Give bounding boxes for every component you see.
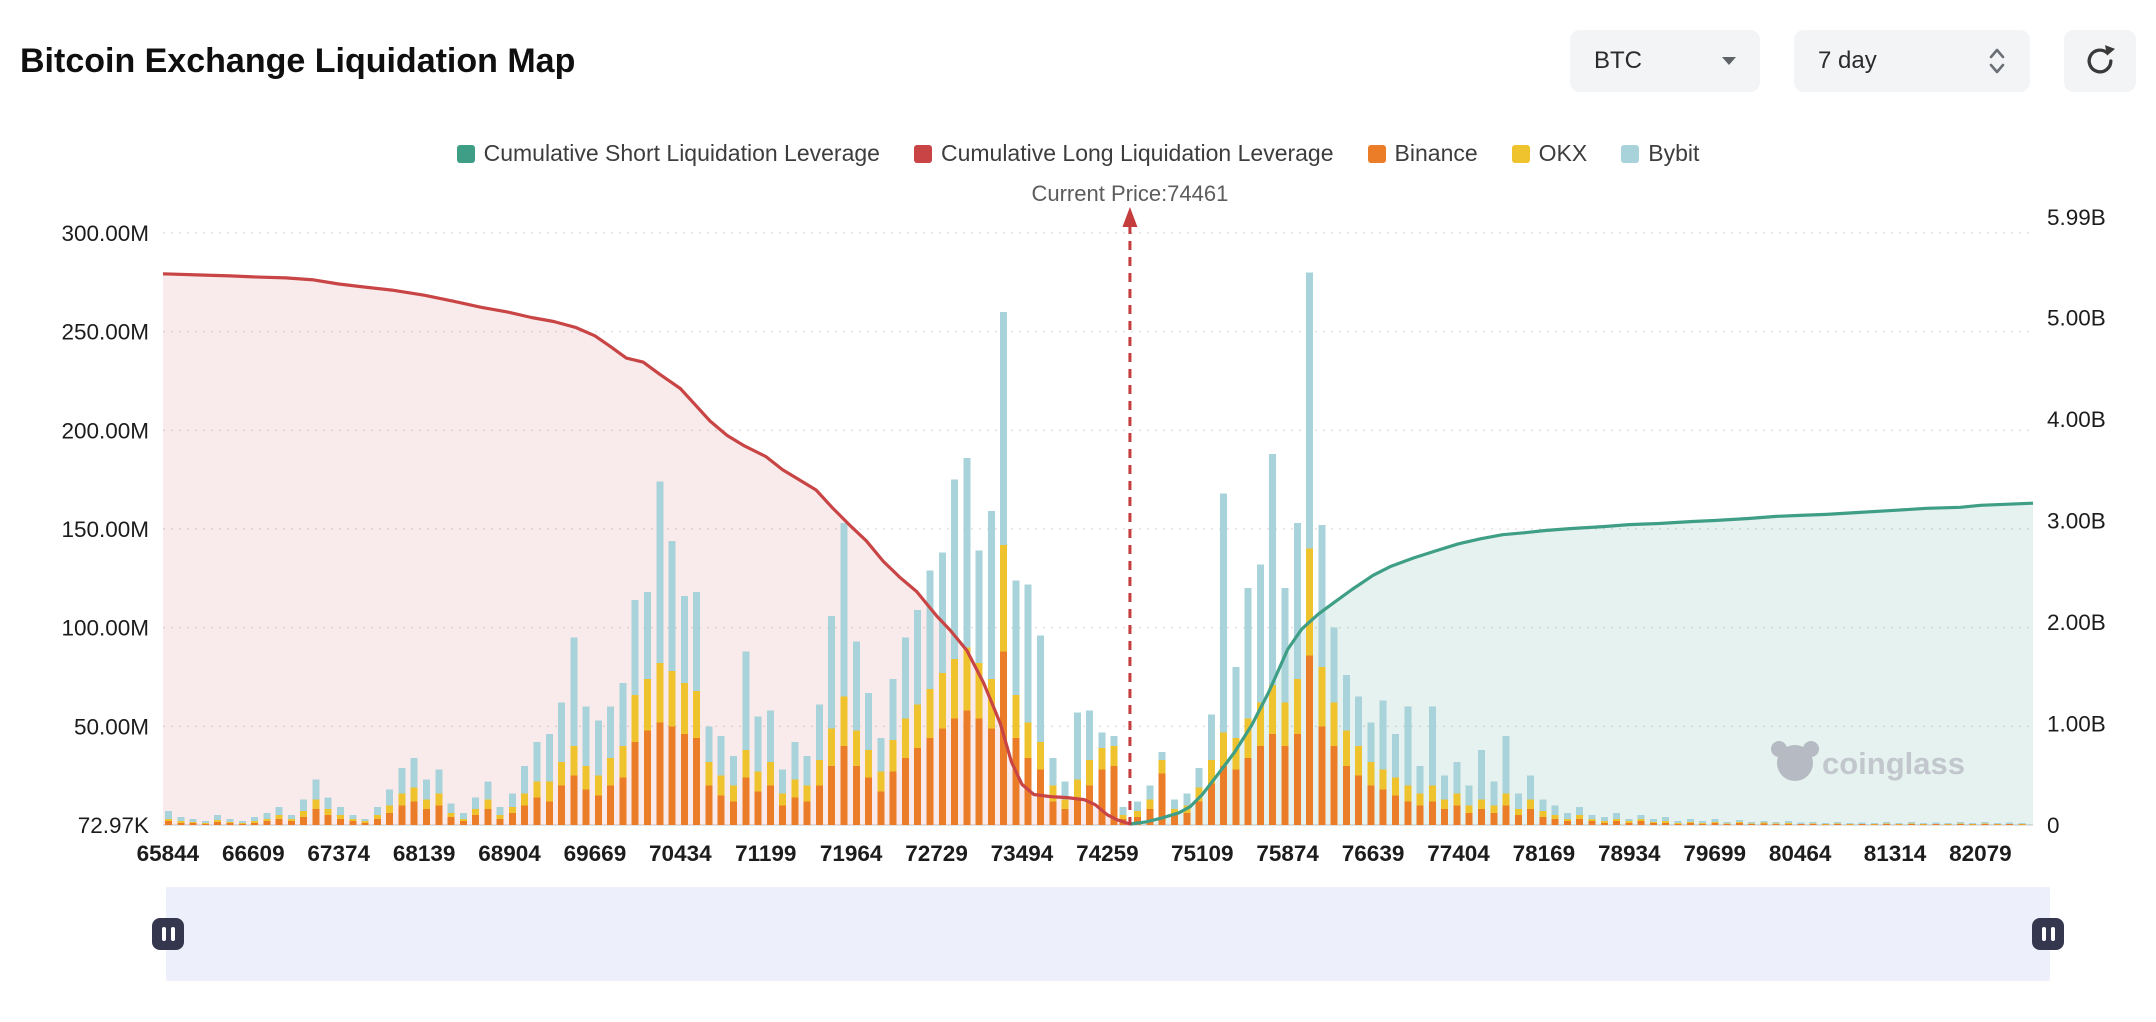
legend-swatch: [1367, 144, 1386, 163]
x-axis-tick: 76639: [1342, 841, 1405, 866]
legend-swatch: [456, 144, 475, 163]
x-axis-tick: 66609: [222, 841, 285, 866]
legend-swatch: [1511, 144, 1530, 163]
page-header: Bitcoin Exchange Liquidation Map BTC 7 d…: [0, 0, 2156, 92]
legend-label: Cumulative Short Liquidation Leverage: [483, 140, 880, 166]
handle-grip-icon: [2050, 927, 2055, 941]
timeframe-select[interactable]: 7 day: [1794, 30, 2030, 92]
left-axis-tick: 150.00M: [61, 517, 149, 542]
chart-legend: Cumulative Short Liquidation Leverage Cum…: [0, 140, 2156, 167]
cumulative-areas: [163, 273, 2033, 825]
x-axis-tick: 80464: [1769, 841, 1832, 866]
legend-item-binance[interactable]: Binance: [1367, 140, 1478, 167]
right-axis-tick: 4.00B: [2047, 407, 2106, 432]
x-axis-tick: 71964: [820, 841, 883, 866]
chart-area: Current Price:74461 72.97K 50.00M 100.00M 15…: [0, 183, 2156, 879]
x-axis-tick: 65844: [137, 841, 200, 866]
x-axis-tick: 78934: [1598, 841, 1661, 866]
legend-label: OKX: [1538, 140, 1588, 166]
left-axis-tick: 250.00M: [61, 320, 149, 345]
legend-item-bybit[interactable]: Bybit: [1621, 140, 1699, 167]
cumulative-lines: [162, 272, 2034, 826]
x-axis-tick: 68904: [478, 841, 541, 866]
x-axis-tick: 72729: [905, 841, 968, 866]
long-liquidation-area: [163, 273, 1130, 825]
x-axis-tick: 71199: [735, 841, 796, 866]
x-axis-tick: 68139: [393, 841, 456, 866]
chart-controls: BTC 7 day: [1570, 30, 2136, 92]
handle-grip-icon: [161, 927, 166, 941]
long-liquidation-line: [162, 272, 1131, 826]
spinner-chevrons-icon: [1989, 48, 2005, 74]
short-liquidation-line: [1129, 501, 2034, 826]
right-axis-tick: 5.00B: [2047, 305, 2106, 330]
right-axis-tick: 1.00B: [2047, 711, 2106, 736]
x-axis-tick: 73494: [991, 841, 1054, 866]
x-axis-tick: 75874: [1256, 841, 1319, 866]
right-axis-tick: 2.00B: [2047, 610, 2106, 635]
current-price-arrow-icon: [1122, 207, 1138, 227]
chevron-down-icon: [1722, 57, 1736, 65]
legend-swatch: [1621, 144, 1640, 163]
legend-label: Binance: [1394, 140, 1478, 166]
x-axis-tick: 81314: [1864, 841, 1927, 866]
symbol-select-value: BTC: [1594, 47, 1642, 74]
legend-item-cumulative-short-liquidation-leverage[interactable]: Cumulative Short Liquidation Leverage: [456, 140, 880, 167]
current-price-marker: Current Price:74461: [1031, 183, 1228, 825]
x-axis-tick: 74259: [1076, 841, 1139, 866]
left-axis-tick: 50.00M: [74, 714, 149, 739]
x-axis-tick: 67374: [307, 841, 370, 866]
current-price-label: Current Price:74461: [1031, 183, 1228, 206]
legend-label: Cumulative Long Liquidation Leverage: [940, 140, 1334, 166]
coinglass-bear-icon: [1777, 745, 1813, 781]
symbol-select[interactable]: BTC: [1570, 30, 1760, 92]
handle-grip-icon: [170, 927, 175, 941]
slider-left-handle[interactable]: [152, 918, 184, 950]
x-axis-tick: 79699: [1683, 841, 1746, 866]
axis-labels: 72.97K 50.00M 100.00M 150.00M 200.00M 250.00M…: [61, 205, 2105, 866]
legend-item-cumulative-long-liquidation-leverage[interactable]: Cumulative Long Liquidation Leverage: [913, 140, 1334, 167]
left-axis-tick: 200.00M: [61, 418, 149, 443]
page-title: Bitcoin Exchange Liquidation Map: [20, 41, 576, 80]
coinglass-watermark: coinglass: [1771, 741, 1965, 781]
left-axis-tick: 300.00M: [61, 221, 149, 246]
right-axis-tick: 0: [2047, 813, 2060, 838]
x-axis-tick: 77404: [1427, 841, 1490, 866]
timeframe-select-value: 7 day: [1818, 47, 1877, 74]
legend-item-okx[interactable]: OKX: [1511, 140, 1588, 167]
slider-right-handle[interactable]: [2032, 918, 2064, 950]
left-axis-tick: 72.97K: [78, 813, 149, 838]
left-axis-tick: 100.00M: [61, 616, 149, 641]
range-slider[interactable]: [152, 887, 2064, 981]
x-axis-tick: 78169: [1513, 841, 1576, 866]
legend-swatch: [913, 144, 932, 163]
x-axis-tick: 82079: [1949, 841, 2012, 866]
refresh-icon: [2087, 45, 2115, 74]
x-axis-tick: 70434: [649, 841, 712, 866]
legend-label: Bybit: [1648, 140, 1700, 166]
handle-grip-icon: [2041, 927, 2046, 941]
liquidation-bars: [165, 272, 2026, 825]
x-axis-tick: 75109: [1171, 841, 1234, 866]
right-axis-tick: 3.00B: [2047, 508, 2106, 533]
x-axis-tick: 69669: [564, 841, 627, 866]
right-axis-tick: 5.99B: [2047, 205, 2106, 230]
watermark-label: coinglass: [1822, 746, 1965, 781]
refresh-button[interactable]: [2064, 30, 2136, 92]
liquidation-chart[interactable]: Current Price:74461 72.97K 50.00M 100.00M 15…: [0, 183, 2156, 879]
